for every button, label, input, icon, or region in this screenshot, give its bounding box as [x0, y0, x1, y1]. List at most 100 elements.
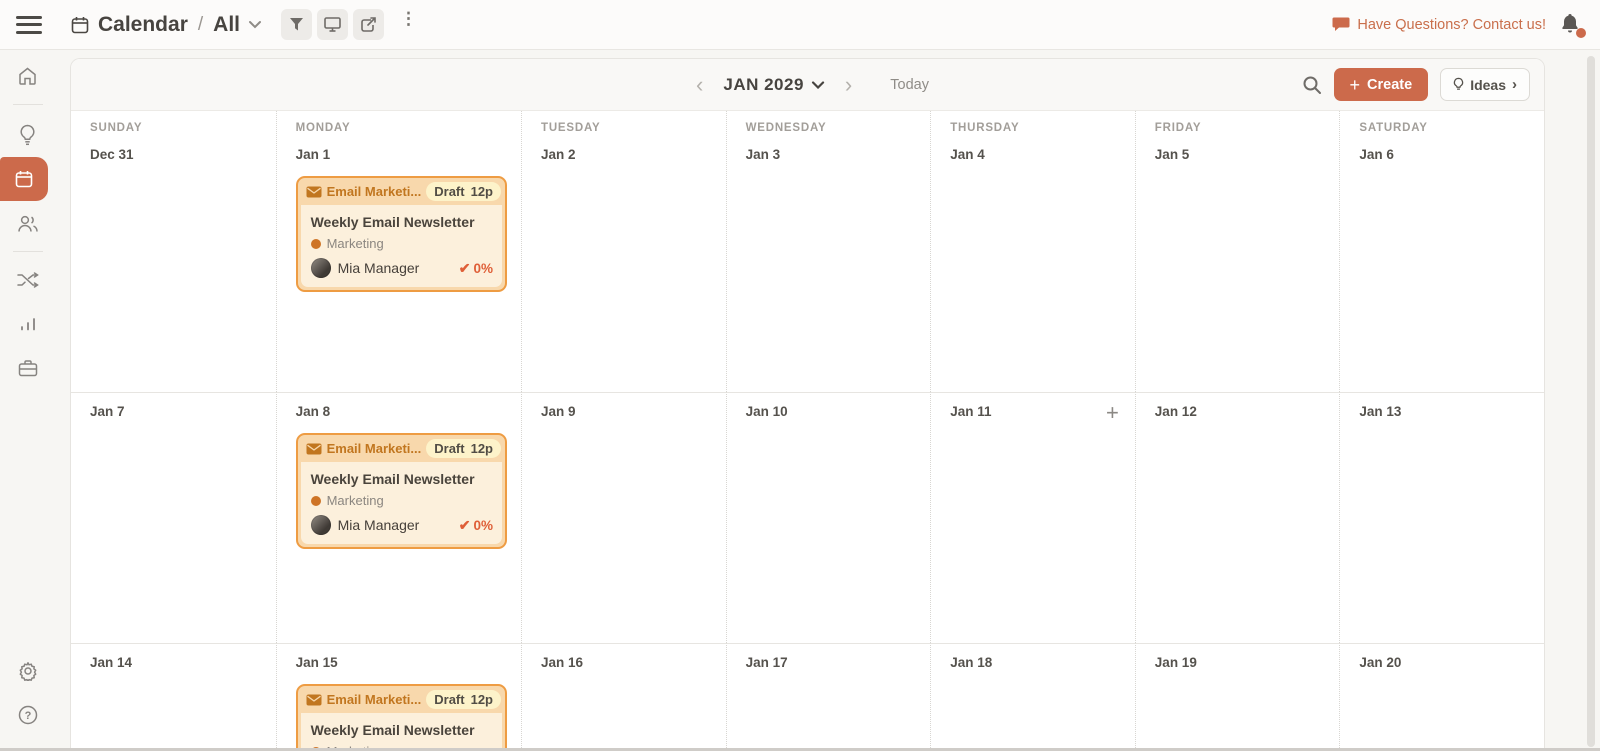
event-time: 12p	[470, 441, 493, 456]
page-scrollbar[interactable]	[1587, 56, 1595, 747]
breadcrumb-view: All	[213, 12, 240, 36]
sidebar-item-automations[interactable]	[0, 258, 55, 302]
create-label: Create	[1367, 76, 1413, 93]
weekday-header: TUESDAY	[541, 122, 601, 134]
search-icon	[1303, 76, 1321, 94]
notification-badge	[1576, 27, 1586, 38]
date-label: Jan 10	[745, 404, 788, 419]
day-cell[interactable]: Jan 10	[725, 392, 931, 643]
display-mode-button[interactable]	[317, 9, 348, 40]
hamburger-menu-icon[interactable]	[16, 15, 42, 34]
day-cell[interactable]: SATURDAY Jan 6	[1339, 111, 1544, 392]
day-cell[interactable]: Jan 19	[1134, 643, 1340, 751]
speech-bubble-icon	[1332, 17, 1350, 31]
sidebar-item-projects[interactable]	[0, 346, 55, 390]
date-label: Jan 18	[950, 655, 993, 670]
sidebar-item-settings[interactable]	[0, 649, 55, 693]
event-card[interactable]: Email Marketi... Draft 12p Weekly Email …	[295, 176, 507, 292]
day-cell[interactable]: Jan 16	[521, 643, 726, 751]
bell-icon	[1562, 13, 1578, 32]
share-icon	[360, 17, 376, 32]
date-label: Jan 13	[1359, 404, 1402, 419]
sidebar-item-calendar[interactable]	[0, 157, 48, 201]
weekday-header: WEDNESDAY	[745, 122, 827, 134]
day-cell[interactable]: Jan 17	[725, 643, 931, 751]
date-label: Jan 14	[90, 655, 133, 670]
sidebar-item-help[interactable]: ?	[0, 693, 55, 737]
weekday-header: THURSDAY	[950, 122, 1020, 134]
team-members-icon	[17, 215, 38, 232]
day-cell[interactable]: SUNDAY Dec 31	[71, 111, 276, 392]
add-event-icon[interactable]: +	[1105, 400, 1119, 425]
prev-month-button[interactable]: ‹	[696, 71, 704, 97]
event-tag-label: Marketing	[326, 493, 384, 508]
chevron-right-icon: ›	[1512, 76, 1517, 93]
day-cell[interactable]: Jan 12	[1134, 392, 1340, 643]
date-label: Jan 1	[295, 147, 331, 162]
event-progress: ✔ 0%	[459, 260, 493, 277]
date-label: Jan 2	[541, 147, 576, 162]
calendar-icon	[70, 15, 90, 35]
contact-us-label: Have Questions? Contact us!	[1357, 16, 1546, 33]
day-cell[interactable]: Jan 14	[71, 643, 276, 751]
today-button[interactable]: Today	[890, 76, 929, 93]
event-tag-label: Marketing	[327, 744, 384, 751]
day-cell[interactable]: TUESDAY Jan 2	[521, 111, 726, 392]
event-title: Weekly Email Newsletter	[310, 214, 475, 230]
avatar	[310, 515, 331, 535]
chevron-down-icon	[812, 80, 825, 89]
search-button[interactable]	[1302, 75, 1322, 95]
more-options-icon[interactable]: ⋮	[400, 9, 417, 28]
day-cell[interactable]: Jan 15 Email Marketi... Draft 12p Weekly…	[275, 643, 521, 751]
contact-us-link[interactable]: Have Questions? Contact us!	[1332, 17, 1546, 33]
check-icon: ✔	[458, 516, 471, 533]
shuffle-icon	[16, 272, 39, 288]
create-button[interactable]: + Create	[1333, 68, 1429, 101]
event-card[interactable]: Email Marketi... Draft 12p Weekly Email …	[295, 433, 507, 549]
date-label: Jan 9	[541, 404, 576, 419]
day-cell[interactable]: THURSDAY Jan 4	[930, 111, 1135, 392]
plus-icon: +	[1349, 74, 1361, 95]
week-row: Jan 14 Jan 15 Email Marketi... Draft 12p	[71, 643, 1544, 751]
week-row: SUNDAY Dec 31 MONDAY Jan 1 Email Marketi…	[71, 111, 1544, 392]
event-time: 12p	[470, 692, 493, 707]
tag-color-dot	[310, 238, 321, 249]
date-label: Jan 5	[1154, 147, 1190, 162]
ideas-button[interactable]: Ideas ›	[1440, 68, 1530, 101]
day-cell[interactable]: Jan 11 +	[930, 392, 1135, 643]
date-label: Jan 6	[1359, 147, 1394, 162]
check-icon: ✔	[458, 259, 471, 276]
next-month-button[interactable]: ›	[844, 71, 853, 97]
day-cell[interactable]: Jan 20	[1339, 643, 1544, 751]
day-cell[interactable]: Jan 7	[71, 392, 276, 643]
sidebar-item-team[interactable]	[0, 201, 55, 245]
chevron-down-icon[interactable]	[248, 20, 262, 29]
date-label: Jan 8	[295, 404, 331, 419]
month-selector[interactable]: JAN 2029	[723, 75, 825, 95]
sidebar-item-analytics[interactable]	[0, 302, 55, 346]
sidebar-divider	[12, 251, 43, 252]
sidebar-item-home[interactable]	[0, 54, 55, 98]
breadcrumb[interactable]: Calendar / All	[70, 13, 262, 37]
event-status-pill: Draft 12p	[426, 690, 501, 709]
event-card[interactable]: Email Marketi... Draft 12p Weekly Email …	[295, 684, 507, 751]
notifications-button[interactable]	[1560, 13, 1586, 38]
event-title: Weekly Email Newsletter	[310, 471, 475, 487]
event-status-pill: Draft 12p	[426, 182, 501, 201]
email-icon	[306, 694, 322, 705]
event-title: Weekly Email Newsletter	[310, 722, 475, 738]
day-cell[interactable]: MONDAY Jan 1 Email Marketi... Draft 12p …	[275, 111, 521, 392]
filter-button[interactable]	[281, 9, 312, 40]
sidebar-item-ideas[interactable]	[0, 113, 55, 157]
event-status-pill: Draft 12p	[426, 439, 501, 458]
day-cell[interactable]: WEDNESDAY Jan 3	[725, 111, 931, 392]
day-cell[interactable]: Jan 13	[1339, 392, 1544, 643]
day-cell[interactable]: Jan 18	[930, 643, 1135, 751]
day-cell[interactable]: Jan 9	[521, 392, 726, 643]
day-cell[interactable]: FRIDAY Jan 5	[1134, 111, 1340, 392]
day-cell[interactable]: Jan 8 Email Marketi... Draft 12p Weekly …	[275, 392, 521, 643]
avatar	[310, 258, 331, 278]
tag-color-dot	[310, 495, 321, 506]
share-button[interactable]	[353, 9, 384, 40]
date-label: Jan 20	[1359, 655, 1402, 670]
